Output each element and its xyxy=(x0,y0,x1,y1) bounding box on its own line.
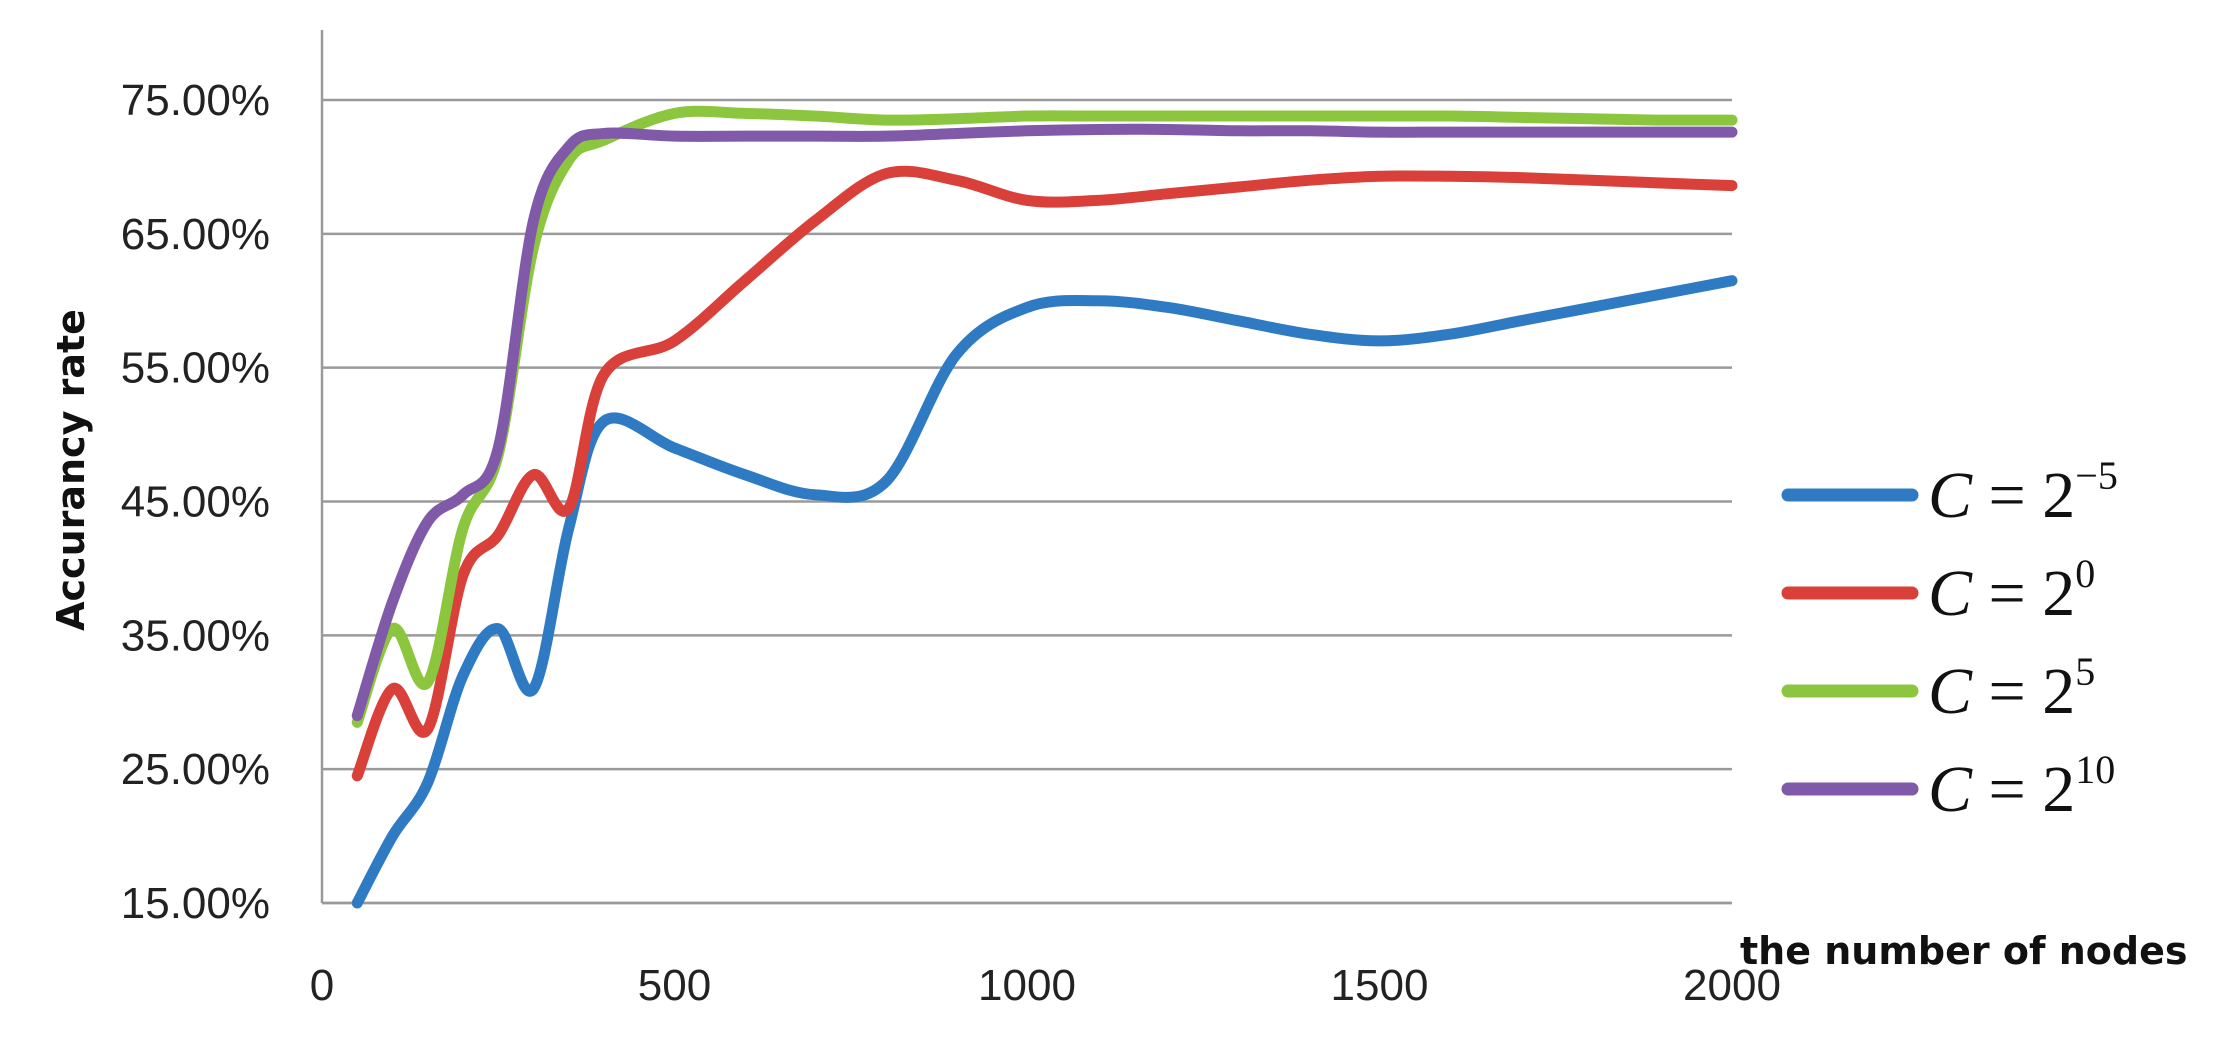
y-tick-label: 55.00% xyxy=(121,344,270,393)
y-tick-label: 45.00% xyxy=(121,478,270,527)
y-tick-label: 75.00% xyxy=(121,76,270,125)
x-tick-label: 0 xyxy=(310,961,334,1010)
legend-label: C = 210 xyxy=(1928,747,2115,826)
legend: C = 2−5 C = 20 C = 25 C = 210 xyxy=(1781,453,2118,826)
x-tick-label: 500 xyxy=(638,961,711,1010)
y-tick-label: 35.00% xyxy=(121,611,270,660)
axes xyxy=(320,30,1732,905)
x-tick-label: 1000 xyxy=(978,961,1076,1010)
x-tick-label: 1500 xyxy=(1331,961,1429,1010)
legend-label: C = 20 xyxy=(1928,551,2095,630)
legend-label: C = 2−5 xyxy=(1928,453,2118,532)
x-axis-label: the number of nodes xyxy=(1740,929,2187,973)
y-axis-label: Accurancy rate xyxy=(49,309,93,631)
y-tick-label: 65.00% xyxy=(121,210,270,259)
y-tick-labels: 15.00% 25.00% 35.00% 45.00% 55.00% 65.00% 75.0… xyxy=(121,76,270,928)
legend-label: C = 25 xyxy=(1928,649,2095,728)
series-line xyxy=(351,275,1738,909)
x-tick-label: 2000 xyxy=(1683,961,1781,1010)
series-lines xyxy=(351,105,1738,909)
series-line xyxy=(351,105,1738,728)
series-line xyxy=(351,123,1738,722)
y-tick-label: 15.00% xyxy=(121,879,270,928)
series-line xyxy=(351,165,1738,782)
x-tick-labels: 0 500 1000 1500 2000 xyxy=(310,961,1781,1010)
y-tick-label: 25.00% xyxy=(121,745,270,794)
